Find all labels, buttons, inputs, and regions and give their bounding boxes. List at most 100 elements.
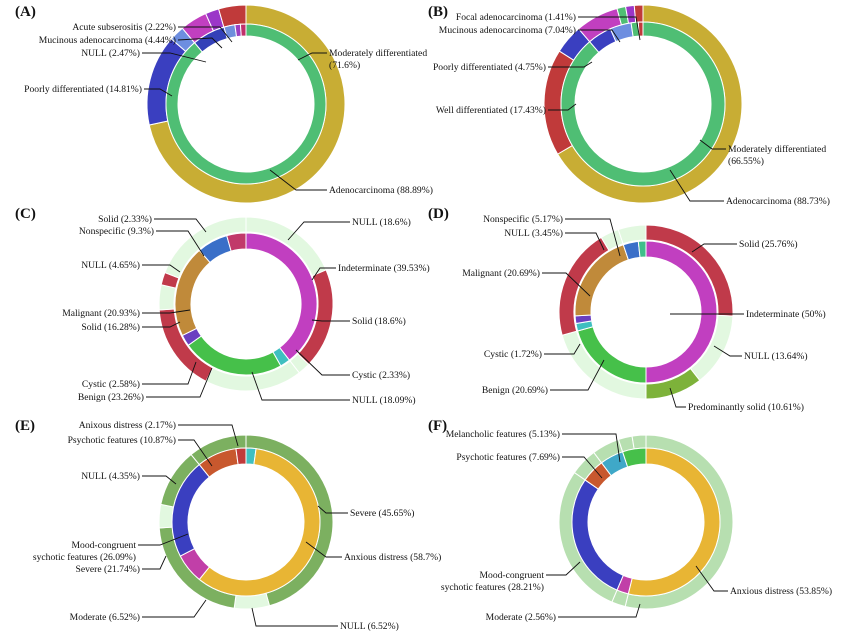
data-label: Predominantly solid (10.61%)	[688, 402, 804, 413]
panel-label: (E)	[15, 418, 35, 434]
data-label: Severe (21.74%)	[76, 564, 140, 575]
data-label: Focal adenocarcinoma (1.41%)	[456, 12, 576, 23]
panel-label: (B)	[428, 4, 448, 20]
leader-line	[142, 555, 167, 570]
leader-line	[558, 603, 641, 618]
data-label: Cystic (2.58%)	[82, 379, 140, 390]
leader-line	[287, 221, 350, 241]
inner-ring-slice	[235, 447, 247, 466]
leader-line	[251, 371, 350, 401]
data-label: Malignant (20.93%)	[62, 308, 140, 319]
leader-line	[578, 29, 621, 43]
data-label: Mucinous adenocarcinoma (7.04%)	[439, 25, 576, 36]
sunburst-panel-1: (B) Focal adenocarcinoma (1.41%) Mucinous …	[428, 4, 830, 207]
leader-line	[562, 456, 603, 479]
leader-line	[251, 607, 338, 627]
leader-line	[542, 272, 591, 297]
data-label: (71.6%)	[329, 60, 360, 71]
inner-ring-slice	[165, 23, 327, 185]
leader-line	[177, 37, 223, 49]
leader-line	[178, 424, 239, 447]
data-label: Psychotic features (10.87%)	[68, 435, 176, 446]
data-label: Acute subserositis (2.22%)	[72, 22, 176, 33]
panel-label: (A)	[15, 4, 36, 20]
data-label: Poorly differentiated (14.81%)	[24, 84, 142, 95]
data-label: Solid (16.28%)	[81, 322, 140, 333]
sunburst-panel-3: (D) Nonspecific (5.17%) NULL (3.45%) Malign…	[428, 206, 826, 413]
leader-line	[146, 367, 213, 398]
data-label: Adenocarcinoma (88.73%)	[726, 196, 830, 207]
leader-line	[142, 599, 207, 618]
leader-line	[142, 264, 181, 273]
data-label: Well differentiated (17.43%)	[436, 105, 546, 116]
data-label: Adenocarcinoma (88.89%)	[329, 185, 433, 196]
inner-ring-slice	[637, 240, 647, 258]
sunburst-panel-2: (C) Solid (2.33%)Nonspecific (9.3%) NULL (…	[15, 206, 430, 406]
leader-line	[297, 52, 327, 61]
leader-line	[138, 533, 189, 546]
data-label: Poorly differentiated (4.75%)	[433, 62, 546, 73]
leader-line	[578, 16, 641, 41]
data-label: Solid (25.76%)	[739, 239, 798, 250]
leader-line	[669, 387, 686, 408]
data-label: Anxious distress (58.7%)	[344, 552, 441, 563]
leader-line	[311, 319, 350, 322]
leader-line	[548, 61, 593, 68]
outer-ring-slice	[158, 503, 175, 529]
data-label: Solid (18.6%)	[352, 316, 406, 327]
leader-line	[178, 439, 213, 467]
inner-ring-slice	[198, 448, 321, 597]
data-label: Nonspecific (5.17%)	[483, 214, 563, 225]
leader-line	[142, 52, 207, 63]
outer-ring-slice	[631, 434, 647, 450]
leader-line	[669, 169, 724, 202]
leader-line	[548, 103, 577, 111]
leader-line	[544, 343, 581, 355]
data-label: NULL (6.52%)	[340, 621, 399, 632]
data-label: Solid (2.33%)	[98, 214, 152, 225]
leader-line	[713, 345, 742, 357]
data-label: Severe (45.65%)	[350, 508, 414, 519]
leader-line	[295, 349, 350, 376]
outer-ring-slice	[164, 216, 247, 279]
leader-line	[695, 565, 728, 592]
leader-line	[699, 139, 726, 150]
leader-line	[691, 243, 737, 253]
inner-ring-slice	[560, 21, 726, 187]
inner-ring-slice	[621, 447, 647, 468]
data-label: NULL (18.6%)	[352, 217, 411, 228]
leader-line	[311, 267, 336, 281]
data-label: Psychotic features (7.69%)	[456, 452, 560, 463]
leader-line	[562, 433, 621, 463]
data-label: Mood-congruent	[480, 570, 545, 581]
panel-label: (D)	[428, 206, 449, 222]
data-label: NULL (3.45%)	[504, 228, 563, 239]
inner-ring-slice	[239, 23, 247, 37]
data-label: Mucinous adenocarcinoma (4.44%)	[39, 35, 176, 46]
data-label: NULL (4.35%)	[81, 471, 140, 482]
data-label: Benign (23.26%)	[78, 392, 144, 403]
leader-line	[144, 88, 173, 97]
outer-ring-slice	[158, 284, 177, 311]
data-label: Moderately differentiated	[329, 48, 427, 59]
panel-label: (C)	[15, 206, 36, 222]
data-label: Cystic (2.33%)	[352, 370, 410, 381]
data-label: Indeterminate (50%)	[746, 309, 826, 320]
leader-line	[550, 359, 605, 391]
leader-line	[156, 230, 205, 257]
data-label: (66.55%)	[728, 156, 764, 167]
data-label: NULL (2.47%)	[81, 48, 140, 59]
data-label: NULL (13.64%)	[744, 351, 808, 362]
data-label: Anixous distress (2.17%)	[79, 420, 176, 431]
data-label: Anxious distress (53.85%)	[730, 586, 832, 597]
data-label: Mood-congruent	[72, 540, 137, 551]
leader-line	[142, 321, 181, 328]
leader-line	[305, 541, 342, 558]
data-label: NULL (18.09%)	[352, 395, 416, 406]
outer-ring-slice	[633, 4, 644, 23]
leader-line	[142, 475, 177, 485]
leader-line	[317, 505, 348, 514]
data-label: Moderately differentiated	[728, 144, 826, 155]
sunburst-panel-4: (E) Anixous distress (2.17%) Psychotic fea…	[15, 418, 441, 632]
